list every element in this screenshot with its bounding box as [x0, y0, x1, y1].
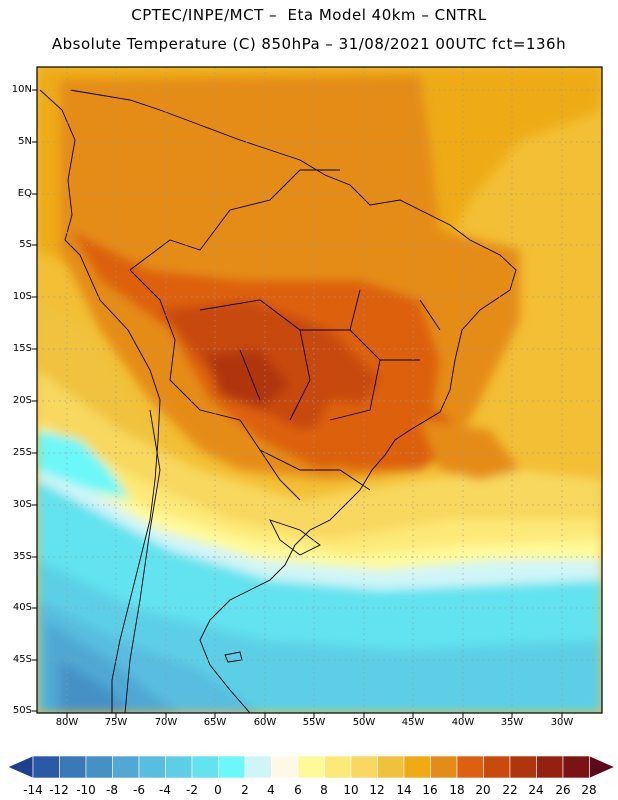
- colorbar: [7, 755, 616, 779]
- lat-label: 25S: [12, 447, 32, 458]
- lat-label: 20S: [12, 395, 32, 406]
- colorbar-swatch: [112, 755, 140, 779]
- lat-label: 45S: [12, 654, 32, 665]
- temperature-field: [37, 67, 602, 713]
- lon-label: 30W: [550, 717, 574, 728]
- lat-label: 5N: [18, 136, 32, 147]
- colorbar-label: 16: [422, 783, 438, 797]
- colorbar-swatch: [165, 755, 193, 779]
- colorbar-label: -14: [23, 783, 43, 797]
- lat-label: 10S: [12, 291, 32, 302]
- lat-label: 35S: [12, 551, 32, 562]
- colorbar-swatch: [403, 755, 431, 779]
- colorbar-swatch: [483, 755, 511, 779]
- lat-label: 5S: [19, 239, 32, 250]
- colorbar-arrow-right: [589, 755, 616, 779]
- colorbar-swatch: [297, 755, 325, 779]
- colorbar-label: 24: [528, 783, 544, 797]
- colorbar-label: 10: [343, 783, 359, 797]
- lon-label: 65W: [203, 717, 227, 728]
- colorbar-label: 14: [396, 783, 412, 797]
- lat-label: 30S: [12, 499, 32, 510]
- lon-label: 70W: [154, 717, 178, 728]
- colorbar-label: 28: [581, 783, 597, 797]
- lon-label: 45W: [401, 717, 425, 728]
- lat-label: 15S: [12, 343, 32, 354]
- colorbar-label: -6: [133, 783, 145, 797]
- colorbar-swatch: [218, 755, 246, 779]
- colorbar-swatch: [324, 755, 352, 779]
- lon-label: 35W: [500, 717, 524, 728]
- lon-label: 80W: [55, 717, 79, 728]
- coastline-and-borders: [39, 89, 517, 713]
- colorbar-label: 6: [294, 783, 302, 797]
- colorbar-swatch: [377, 755, 405, 779]
- colorbar-swatch: [536, 755, 564, 779]
- south-america-coastline: [39, 89, 517, 713]
- colorbar-label: -2: [186, 783, 198, 797]
- colorbar-label: 8: [320, 783, 328, 797]
- colorbar-label: 26: [555, 783, 571, 797]
- title-line-2: Absolute Temperature (C) 850hPa – 31/08/…: [51, 35, 567, 53]
- colorbar-label: 2: [241, 783, 249, 797]
- colorbar-swatch: [191, 755, 219, 779]
- lat-lon-grid: [37, 67, 602, 713]
- colorbar-label: 0: [214, 783, 222, 797]
- brazil-border: [129, 169, 371, 501]
- colorbar-swatch: [350, 755, 378, 779]
- colorbar-label: 18: [449, 783, 465, 797]
- colorbar-swatch: [456, 755, 484, 779]
- states-borders: [199, 289, 441, 421]
- colorbar-swatch: [509, 755, 537, 779]
- lon-label: 50W: [352, 717, 376, 728]
- colorbar-swatch: [85, 755, 113, 779]
- colorbar-label: 22: [502, 783, 518, 797]
- axis-ticks: [32, 89, 563, 718]
- colorbar-swatch: [271, 755, 299, 779]
- lat-label: EQ: [17, 188, 32, 199]
- lat-label: 50S: [12, 705, 32, 716]
- lon-label: 75W: [104, 717, 128, 728]
- lon-label: 55W: [302, 717, 326, 728]
- colorbar-label: 12: [369, 783, 385, 797]
- title-line-1: CPTEC/INPE/MCT – Eta Model 40km – CNTRL: [131, 6, 487, 24]
- colorbar-arrow-left: [7, 755, 34, 779]
- colorbar-label: 20: [475, 783, 491, 797]
- lon-label: 40W: [451, 717, 475, 728]
- colorbar-swatch: [244, 755, 272, 779]
- colorbar-label: -8: [106, 783, 118, 797]
- colorbar-swatch: [32, 755, 60, 779]
- map-frame: [36, 66, 603, 714]
- argentina-chile-border: [124, 409, 161, 713]
- la-plata-estuary: [269, 519, 321, 556]
- colorbar-label: -12: [49, 783, 69, 797]
- colorbar-swatch: [138, 755, 166, 779]
- lat-label: 40S: [12, 602, 32, 613]
- colorbar-label: -10: [76, 783, 96, 797]
- colorbar-label: -4: [159, 783, 171, 797]
- colorbar-swatch: [562, 755, 590, 779]
- colorbar-label: 4: [267, 783, 275, 797]
- colorbar-swatch: [430, 755, 458, 779]
- lat-label: 10N: [11, 84, 32, 95]
- lon-label: 60W: [253, 717, 277, 728]
- colorbar-swatch: [59, 755, 87, 779]
